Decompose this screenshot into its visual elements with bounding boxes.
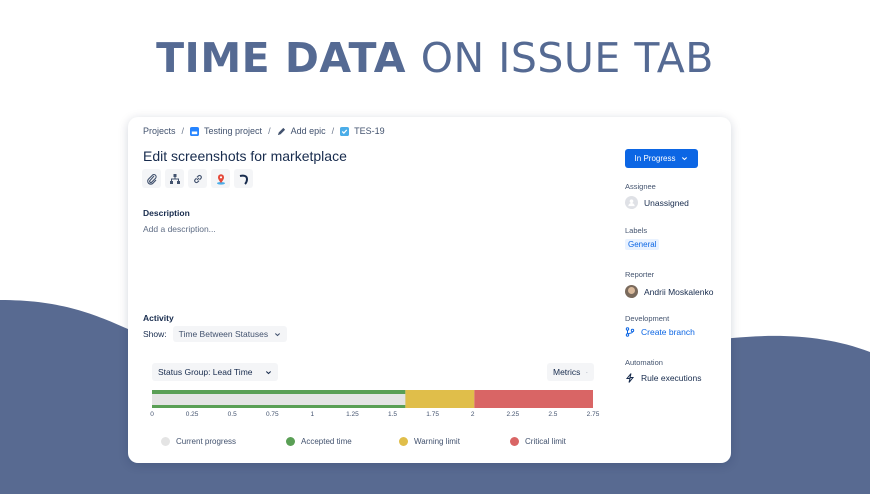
issue-card: Projects / Testing project / Add epic / … (128, 117, 731, 463)
map-pin-icon (216, 173, 225, 185)
breadcrumb-issue-key-label: TES-19 (354, 126, 385, 136)
status-group-value: Status Group: Lead Time (158, 367, 253, 377)
time-chart-panel: Status Group: Lead Time Metrics 0 0.25 0.5… (143, 351, 601, 457)
x-tick-label: 2.75 (586, 411, 600, 418)
labels-label: Labels (625, 226, 648, 235)
breadcrumb-project-label: Testing project (204, 126, 263, 136)
assignee-field[interactable]: Unassigned (625, 196, 689, 209)
task-checkbox-icon (340, 126, 350, 136)
branch-icon (625, 327, 635, 337)
chart-legend: Current progress Accepted time Warning lim… (143, 437, 601, 451)
legend-swatch (399, 437, 408, 446)
labels-field[interactable]: General (625, 239, 660, 250)
issue-title[interactable]: Edit screenshots for marketplace (143, 148, 347, 164)
breadcrumb: Projects / Testing project / Add epic / … (143, 126, 385, 136)
create-branch-link[interactable]: Create branch (625, 327, 695, 337)
automation-label: Automation (625, 358, 663, 367)
link-icon (193, 174, 202, 183)
child-issues-button[interactable] (165, 169, 184, 188)
breadcrumb-project-link[interactable]: Testing project (190, 126, 262, 136)
x-tick-label: 2 (470, 411, 475, 418)
breadcrumb-separator: / (331, 126, 335, 136)
hero-title-bold: TIME DATA (156, 34, 406, 82)
description-input[interactable]: Add a description... (143, 224, 216, 234)
lightning-icon (625, 373, 635, 383)
rule-executions-link[interactable]: Rule executions (625, 373, 701, 383)
hero-title: TIME DATA ON ISSUE TAB (0, 34, 870, 82)
breadcrumb-epic-label: Add epic (290, 126, 326, 136)
assignee-value: Unassigned (644, 197, 689, 208)
legend-item: Warning limit (399, 437, 460, 446)
attach-button[interactable] (142, 169, 161, 188)
breadcrumb-separator: / (181, 126, 185, 136)
status-dropdown-button[interactable]: In Progress (625, 149, 698, 168)
bar-segment-warning-limit (405, 390, 475, 408)
metrics-dropdown[interactable]: Metrics (547, 363, 594, 381)
activity-filter-value: Time Between Statuses (178, 329, 269, 339)
attachment-icon (146, 173, 157, 185)
status-group-select[interactable]: Status Group: Lead Time (152, 363, 278, 381)
legend-label: Warning limit (414, 437, 460, 446)
legend-label: Current progress (176, 437, 237, 446)
link-issue-button[interactable] (188, 169, 207, 188)
status-label: In Progress (634, 154, 676, 163)
reporter-value: Andrii Moskalenko (644, 286, 714, 297)
app-extension-button[interactable] (234, 169, 253, 188)
x-tick-label: 2.25 (506, 411, 520, 418)
automation-value: Rule executions (641, 373, 702, 383)
legend-swatch (286, 437, 295, 446)
metrics-label: Metrics (553, 367, 581, 377)
label-tag[interactable]: General (625, 239, 660, 250)
legend-label: Accepted time (301, 437, 352, 446)
assignee-label: Assignee (625, 182, 656, 191)
avatar (625, 196, 638, 209)
issue-toolbar (142, 169, 253, 188)
chevron-down-icon (265, 370, 272, 374)
breadcrumb-issue-key[interactable]: TES-19 (340, 126, 385, 136)
legend-item: Accepted time (286, 437, 352, 446)
description-label: Description (143, 208, 190, 218)
bar-current-progress (152, 394, 406, 405)
breadcrumb-add-epic[interactable]: Add epic (277, 126, 326, 136)
x-tick-label: 0.5 (227, 411, 237, 418)
x-tick-label: 0.25 (185, 411, 199, 418)
chevron-down-icon (275, 332, 281, 336)
project-avatar-icon (190, 126, 200, 136)
breadcrumb-projects[interactable]: Projects (143, 126, 176, 136)
reporter-label: Reporter (625, 270, 655, 279)
map-app-button[interactable] (211, 169, 230, 188)
chevron-down-icon (682, 157, 688, 161)
show-label: Show: (143, 329, 167, 339)
reporter-field[interactable]: Andrii Moskalenko (625, 285, 713, 298)
legend-item: Current progress (161, 437, 236, 446)
legend-label: Critical limit (525, 437, 566, 446)
time-bar-chart (152, 390, 593, 408)
user-icon (628, 199, 635, 207)
x-tick-label: 1.5 (388, 411, 398, 418)
development-value: Create branch (641, 327, 695, 337)
activity-show-row: Show: Time Between Statuses (143, 326, 288, 342)
x-tick-label: 2.5 (548, 411, 558, 418)
avatar (625, 285, 638, 298)
x-tick-label: 1.25 (346, 411, 359, 418)
activity-label: Activity (143, 313, 174, 323)
activity-filter-select[interactable]: Time Between Statuses (172, 326, 288, 342)
chevron-down-icon (586, 371, 588, 373)
bar-segment-critical-limit (474, 390, 593, 408)
curve-icon (239, 174, 248, 185)
hero-title-light: ON ISSUE TAB (420, 34, 714, 82)
x-tick-label: 0.75 (265, 411, 279, 418)
child-issues-icon (169, 173, 180, 184)
legend-swatch (510, 437, 519, 446)
breadcrumb-separator: / (268, 126, 271, 136)
legend-swatch (161, 437, 170, 446)
pencil-icon (277, 127, 285, 135)
x-tick-label: 0 (150, 411, 154, 418)
x-tick-label: 1.75 (426, 411, 439, 418)
development-label: Development (625, 314, 670, 323)
x-axis-ticks: 0 0.25 0.5 0.75 1 1.25 1.5 1.75 2 2.25 2.5 2.75 (143, 411, 601, 421)
legend-item: Critical limit (510, 437, 566, 446)
x-tick-label: 1 (310, 411, 315, 418)
